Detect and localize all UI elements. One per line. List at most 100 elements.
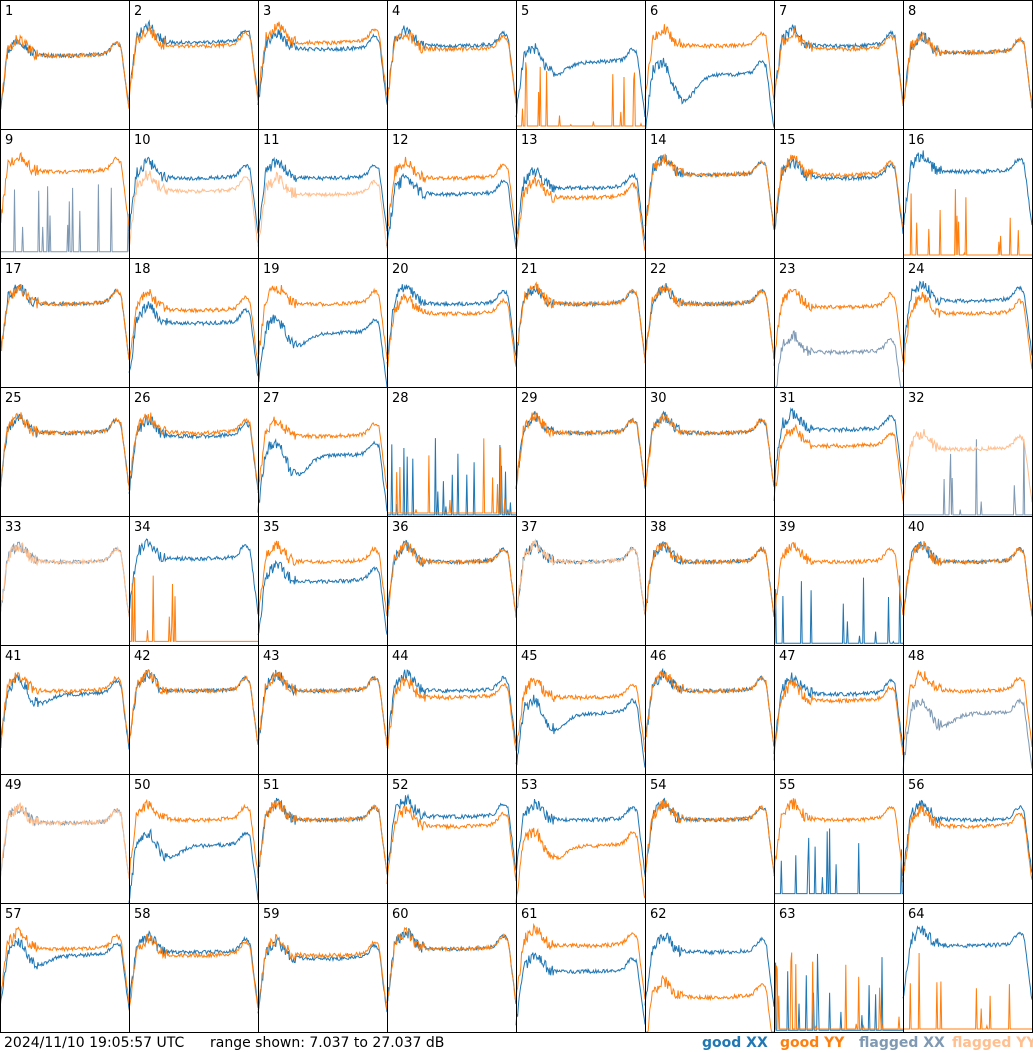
panel-41: 41 bbox=[0, 645, 130, 775]
panel-27: 27 bbox=[257, 387, 388, 517]
panel-label: 19 bbox=[263, 262, 280, 277]
panel-frame-7 bbox=[774, 0, 904, 130]
panel-label: 3 bbox=[263, 4, 271, 19]
panel-label: 22 bbox=[650, 262, 667, 277]
legend-flagged-yy: flagged YY bbox=[952, 1035, 1033, 1051]
panel-5: 5 bbox=[515, 0, 646, 130]
panel-frame-51 bbox=[258, 774, 388, 904]
panel-frame-41 bbox=[0, 645, 130, 775]
series-xx-47 bbox=[773, 672, 904, 755]
series-yy-34 bbox=[129, 575, 258, 642]
panel-frame-39 bbox=[774, 516, 904, 646]
panel-frame-36 bbox=[387, 516, 517, 646]
series-xx-40 bbox=[902, 541, 1033, 616]
series-yy-53 bbox=[515, 827, 646, 903]
series-xx-51 bbox=[257, 797, 388, 879]
panel-21: 21 bbox=[515, 258, 646, 388]
series-yy-45 bbox=[515, 677, 646, 753]
series-yy-32 bbox=[902, 429, 1033, 504]
panel-59: 59 bbox=[257, 903, 388, 1033]
panel-label: 25 bbox=[5, 391, 22, 406]
panel-frame-40 bbox=[903, 516, 1033, 646]
panel-label: 27 bbox=[263, 391, 280, 406]
panel-frame-54 bbox=[645, 774, 775, 904]
series-yy-3 bbox=[257, 21, 388, 99]
series-yy-36 bbox=[386, 539, 517, 618]
panel-label: 28 bbox=[392, 391, 409, 406]
panel-frame-4 bbox=[387, 0, 517, 130]
series-xx-37 bbox=[515, 540, 646, 615]
series-yy-13 bbox=[515, 176, 646, 251]
series-xx-55 bbox=[774, 828, 903, 895]
panel-label: 11 bbox=[263, 133, 280, 148]
panel-label: 15 bbox=[779, 133, 796, 148]
panel-31: 31 bbox=[773, 387, 904, 517]
series-xx-28 bbox=[387, 438, 516, 516]
panel-frame-19 bbox=[258, 258, 388, 388]
panel-label: 44 bbox=[392, 649, 409, 664]
series-yy-49 bbox=[0, 802, 130, 883]
panel-frame-14 bbox=[645, 129, 775, 259]
panel-frame-23 bbox=[774, 258, 904, 388]
series-yy-64 bbox=[903, 952, 1032, 1030]
panel-label: 18 bbox=[134, 262, 151, 277]
panel-frame-29 bbox=[516, 387, 646, 517]
panel-16: 16 bbox=[902, 129, 1033, 259]
panel-label: 36 bbox=[392, 520, 409, 535]
series-yy-17 bbox=[0, 284, 130, 360]
series-xx-31 bbox=[773, 407, 904, 486]
panel-label: 61 bbox=[521, 907, 538, 922]
series-yy-30 bbox=[644, 413, 775, 489]
panel-frame-13 bbox=[516, 129, 646, 259]
series-xx-35 bbox=[257, 559, 388, 635]
panel-label: 17 bbox=[5, 262, 22, 277]
series-yy-41 bbox=[0, 672, 130, 744]
series-xx-64 bbox=[902, 925, 1033, 1000]
panel-frame-64 bbox=[903, 903, 1033, 1033]
panel-label: 14 bbox=[650, 133, 667, 148]
series-yy-7 bbox=[773, 27, 904, 105]
series-xx-39 bbox=[774, 575, 903, 644]
panel-56: 56 bbox=[902, 774, 1033, 904]
series-xx-42 bbox=[128, 670, 259, 745]
panel-label: 51 bbox=[263, 778, 280, 793]
series-xx-60 bbox=[386, 928, 517, 1005]
series-xx-11 bbox=[257, 156, 388, 233]
series-yy-2 bbox=[128, 24, 259, 103]
panel-frame-18 bbox=[129, 258, 259, 388]
series-yy-37 bbox=[515, 538, 646, 616]
series-yy-63 bbox=[774, 952, 903, 1030]
series-yy-40 bbox=[902, 541, 1033, 617]
panel-frame-44 bbox=[387, 645, 517, 775]
series-yy-50 bbox=[128, 798, 259, 879]
panel-label: 54 bbox=[650, 778, 667, 793]
panel-label: 12 bbox=[392, 133, 409, 148]
series-yy-52 bbox=[386, 805, 517, 885]
panel-label: 1 bbox=[5, 4, 13, 19]
panel-label: 33 bbox=[5, 520, 22, 535]
panel-frame-21 bbox=[516, 258, 646, 388]
panel-frame-43 bbox=[258, 645, 388, 775]
series-xx-13 bbox=[515, 166, 646, 241]
panel-43: 43 bbox=[257, 645, 388, 775]
panel-label: 20 bbox=[392, 262, 409, 277]
series-xx-12 bbox=[386, 172, 517, 250]
panel-58: 58 bbox=[128, 903, 259, 1033]
panel-frame-15 bbox=[774, 129, 904, 259]
panel-3: 3 bbox=[257, 0, 388, 130]
panel-label: 6 bbox=[650, 4, 658, 19]
series-xx-46 bbox=[644, 667, 775, 747]
panel-label: 50 bbox=[134, 778, 151, 793]
panel-frame-49 bbox=[0, 774, 130, 904]
panel-53: 53 bbox=[515, 774, 646, 904]
panel-64: 64 bbox=[902, 903, 1033, 1033]
panel-34: 34 bbox=[128, 516, 259, 646]
panel-62: 62 bbox=[644, 903, 775, 1033]
panel-12: 12 bbox=[386, 129, 517, 259]
panel-label: 2 bbox=[134, 4, 142, 19]
panel-frame-55 bbox=[774, 774, 904, 904]
series-xx-24 bbox=[902, 280, 1033, 360]
panel-frame-20 bbox=[387, 258, 517, 388]
panel-37: 37 bbox=[515, 516, 646, 646]
series-yy-6 bbox=[644, 24, 775, 101]
